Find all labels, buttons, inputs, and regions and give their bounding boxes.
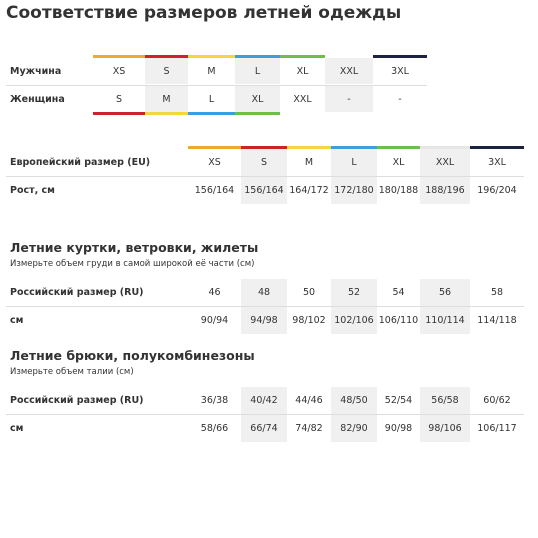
size-cell: 3XL — [373, 58, 427, 84]
size-cell: 156/164 — [188, 177, 241, 204]
size-cell: 54 — [377, 279, 420, 306]
row-label: Российский размер (RU) — [10, 395, 144, 406]
row-divider — [6, 306, 524, 307]
size-cell: 60/62 — [470, 387, 524, 414]
size-cell: L — [331, 149, 377, 176]
color-bar — [331, 146, 377, 149]
size-cell: 48 — [241, 279, 287, 306]
size-cell: L — [235, 58, 280, 84]
size-cell: 188/196 — [420, 177, 470, 204]
color-bar — [470, 146, 524, 149]
row-label: см — [10, 315, 24, 326]
color-bar — [241, 146, 287, 149]
size-cell: 106/110 — [377, 307, 420, 334]
size-cell: 180/188 — [377, 177, 420, 204]
size-cell: 66/74 — [241, 415, 287, 442]
row-label: Женщина — [10, 93, 65, 105]
color-bar — [280, 55, 325, 58]
size-cell: XL — [280, 58, 325, 84]
size-cell: M — [287, 149, 331, 176]
size-cell: XS — [93, 58, 145, 84]
size-cell: S — [93, 86, 145, 112]
color-bar — [188, 146, 241, 149]
color-bar — [287, 146, 331, 149]
size-cell: L — [188, 86, 235, 112]
size-cell: 172/180 — [331, 177, 377, 204]
size-cell: M — [145, 86, 188, 112]
row-divider — [6, 85, 427, 86]
size-cell: XL — [377, 149, 420, 176]
color-bar — [145, 55, 188, 58]
size-cell: S — [241, 149, 287, 176]
size-cell: 156/164 — [241, 177, 287, 204]
row-label: см — [10, 423, 24, 434]
size-cell: S — [145, 58, 188, 84]
size-cell: XXL — [280, 86, 325, 112]
row-divider — [6, 414, 524, 415]
size-cell: 36/38 — [188, 387, 241, 414]
size-cell: 44/46 — [287, 387, 331, 414]
size-cell: 196/204 — [470, 177, 524, 204]
size-cell: 74/82 — [287, 415, 331, 442]
size-cell: 3XL — [470, 149, 524, 176]
color-bar — [93, 55, 145, 58]
row-label: Мужчина — [10, 65, 62, 77]
size-cell: 50 — [287, 279, 331, 306]
size-cell: 114/118 — [470, 307, 524, 334]
size-cell: XS — [188, 149, 241, 176]
size-cell: 56/58 — [420, 387, 470, 414]
color-bar — [145, 112, 188, 115]
size-cell: 102/106 — [331, 307, 377, 334]
row-divider — [6, 176, 524, 177]
color-bar — [420, 146, 470, 149]
size-cell: 40/42 — [241, 387, 287, 414]
color-bar — [373, 55, 427, 58]
size-cell: 164/172 — [287, 177, 331, 204]
size-cell: 98/102 — [287, 307, 331, 334]
row-label: Рост, см — [10, 185, 55, 196]
size-cell: - — [373, 86, 427, 112]
section-note: Измерьте объем талии (см) — [10, 367, 134, 377]
size-cell: 58/66 — [188, 415, 241, 442]
size-cell: XXL — [325, 58, 373, 84]
size-cell: 90/94 — [188, 307, 241, 334]
size-cell: 48/50 — [331, 387, 377, 414]
section-heading: Летние куртки, ветровки, жилеты — [10, 240, 259, 255]
size-cell: 46 — [188, 279, 241, 306]
size-cell: 82/90 — [331, 415, 377, 442]
page-title: Соответствие размеров летней одежды — [6, 3, 402, 23]
size-cell: 58 — [470, 279, 524, 306]
color-bar — [93, 112, 145, 115]
size-cell: 94/98 — [241, 307, 287, 334]
size-cell: XL — [235, 86, 280, 112]
size-cell: M — [188, 58, 235, 84]
section-note: Измерьте объем груди в самой широкой её … — [10, 259, 255, 269]
color-bar — [377, 146, 420, 149]
row-label: Российский размер (RU) — [10, 287, 144, 298]
size-cell: - — [325, 86, 373, 112]
row-label: Европейский размер (EU) — [10, 157, 151, 168]
color-bar — [188, 112, 235, 115]
section-heading: Летние брюки, полукомбинезоны — [10, 348, 255, 363]
size-cell: 52/54 — [377, 387, 420, 414]
size-cell: 90/98 — [377, 415, 420, 442]
size-cell: 52 — [331, 279, 377, 306]
size-cell: XXL — [420, 149, 470, 176]
size-cell: 110/114 — [420, 307, 470, 334]
size-cell: 56 — [420, 279, 470, 306]
size-cell: 98/106 — [420, 415, 470, 442]
color-bar — [235, 112, 280, 115]
color-bar — [235, 55, 280, 58]
size-cell: 106/117 — [470, 415, 524, 442]
color-bar — [188, 55, 235, 58]
